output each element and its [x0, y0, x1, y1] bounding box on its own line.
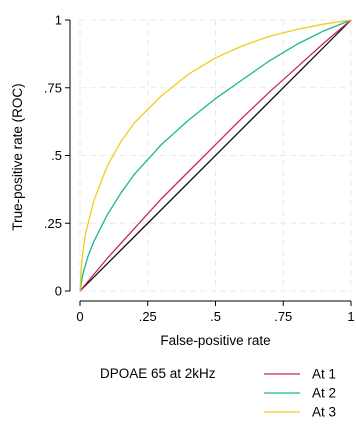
reference-diagonal-line: [79, 19, 352, 292]
series-line-at-1: [79, 19, 352, 292]
y-tick-label-1: .25: [44, 216, 62, 231]
y-axis-title: True-positive rate (ROC): [10, 83, 25, 230]
x-tick-label-1: .25: [139, 309, 157, 324]
legend-title: DPOAE 65 at 2kHz: [100, 366, 216, 381]
y-tick-label-3: .75: [44, 80, 62, 95]
axis-layer: 0 .25 .5 .75 1 0 .25 .5 .75 1: [44, 13, 355, 325]
x-tick-label-4: 1: [347, 309, 354, 324]
x-tick-label-0: 0: [76, 309, 83, 324]
legend-label-2: At 2: [312, 386, 336, 401]
series-line-at-2: [79, 19, 352, 292]
x-axis-title: False-positive rate: [160, 333, 270, 348]
series-line-at-3: [79, 19, 352, 292]
x-tick-label-2: .5: [210, 309, 221, 324]
y-tick-label-4: 1: [55, 13, 62, 28]
y-tick-label-2: .5: [51, 148, 62, 163]
legend-entries: At 1 At 2 At 3: [264, 367, 336, 420]
grid-layer: [79, 19, 352, 292]
y-tick-label-0: 0: [55, 284, 62, 299]
legend-label-1: At 1: [312, 367, 336, 382]
legend: DPOAE 65 at 2kHz At 1 At 2 At 3: [100, 366, 336, 420]
legend-label-3: At 3: [312, 405, 336, 420]
series-layer: [79, 19, 352, 292]
x-tick-label-3: .75: [274, 309, 292, 324]
